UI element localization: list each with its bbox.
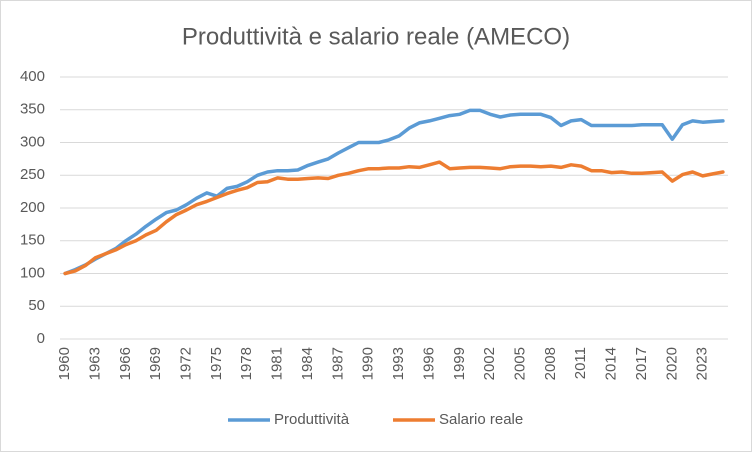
x-tick-label: 2020 [663, 347, 680, 380]
x-tick-label: 1972 [177, 347, 194, 380]
legend-label: Produttività [274, 411, 350, 428]
x-tick-label: 1993 [390, 347, 407, 380]
x-tick-label: 1978 [238, 347, 255, 380]
chart-title: Produttività e salario reale (AMECO) [182, 23, 570, 50]
x-tick-label: 2002 [481, 347, 498, 380]
x-tick-label: 2005 [511, 347, 528, 380]
y-tick-label: 400 [20, 68, 45, 85]
line-series [63, 160, 725, 276]
x-tick-label: 2011 [572, 347, 589, 379]
x-tick-label: 1963 [86, 347, 103, 380]
y-tick-label: 150 [20, 232, 45, 249]
x-tick-label: 1969 [147, 347, 164, 380]
y-tick-label: 350 [20, 101, 45, 118]
x-tick-label: 2017 [633, 347, 650, 380]
x-tick-label: 2014 [603, 347, 620, 380]
y-tick-label: 100 [20, 264, 45, 281]
x-tick-label: 1975 [208, 347, 225, 380]
y-tick-label: 50 [28, 297, 45, 314]
x-tick-label: 1966 [117, 347, 134, 380]
x-tick-label: 1960 [56, 347, 73, 380]
y-tick-label: 250 [20, 166, 45, 183]
x-tick-label: 1996 [420, 347, 437, 380]
legend-label: Salario reale [439, 411, 523, 428]
y-tick-label: 300 [20, 133, 45, 150]
x-tick-label: 2023 [694, 347, 711, 380]
line-series [63, 108, 725, 276]
x-tick-label: 2008 [542, 347, 559, 380]
x-tick-label: 1984 [299, 347, 316, 380]
x-tick-label: 1999 [451, 347, 468, 380]
x-tick-label: 1990 [360, 347, 377, 380]
x-tick-label: 1981 [269, 347, 286, 380]
y-tick-label: 200 [20, 199, 45, 216]
y-tick-label: 0 [37, 330, 45, 347]
x-tick-label: 1987 [329, 347, 346, 380]
